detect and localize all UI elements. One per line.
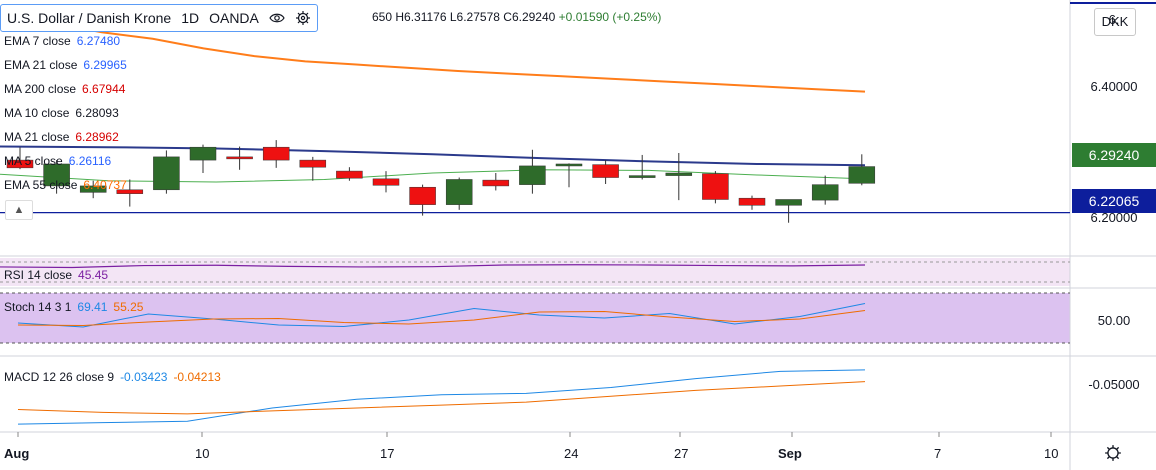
ohlc-readout: 650 H6.31176 L6.27578 C6.29240 +0.01590 … <box>372 10 661 24</box>
current-price-tag: 6.29240 <box>1072 143 1156 167</box>
indicator-label: MA 200 close <box>4 82 77 96</box>
candle-body <box>702 173 729 200</box>
settings-icon[interactable] <box>295 10 311 26</box>
candle-body <box>116 189 144 194</box>
candle-body <box>189 146 217 161</box>
eye-icon[interactable] <box>269 10 285 26</box>
candle-body <box>299 159 327 168</box>
indicator-value: 6.40737 <box>83 178 127 192</box>
horizontal-line-price-tag: 6.22065 <box>1072 189 1156 213</box>
stoch-label: Stoch 14 3 1 <box>4 300 72 314</box>
indicator-row[interactable]: MA 5 close 6.26116 <box>4 154 111 168</box>
ohlc-partial: 650 <box>372 10 393 24</box>
rsi-line <box>0 264 866 269</box>
indicator-label: MA 21 close <box>4 130 70 144</box>
ohlc-low: L6.27578 <box>449 10 500 24</box>
candle-body <box>336 170 363 179</box>
ohlc-change: +0.01590 (+0.25%) <box>558 10 662 24</box>
indicator-label: EMA 55 close <box>4 178 78 192</box>
macd-axis-label: -0.05000 <box>1088 377 1140 392</box>
candle-body <box>409 186 436 205</box>
candle-body <box>519 165 546 185</box>
symbol-title: U.S. Dollar / Danish Krone <box>7 10 172 26</box>
price-axis-label-top: 6.40000 <box>1090 79 1138 94</box>
interval-label: 1D <box>181 10 200 26</box>
stoch-band <box>0 293 1070 343</box>
indicator-label: MA 5 close <box>4 154 63 168</box>
collapse-legend-button[interactable]: ▲ <box>5 200 33 220</box>
candle-body <box>592 164 619 178</box>
indicator-value: 6.26116 <box>68 154 112 168</box>
candle-body <box>482 179 510 187</box>
price-axis-label-bottom: 6.20000 <box>1090 210 1138 225</box>
indicator-row[interactable]: EMA 21 close 6.29965 <box>4 58 127 72</box>
symbol-legend[interactable]: U.S. Dollar / Danish Krone 1D OANDA <box>0 4 318 32</box>
ohlc-high: H6.31176 <box>395 10 447 24</box>
macd-label: MACD 12 26 close 9 <box>4 370 115 384</box>
rsi-label: RSI 14 close <box>4 268 73 282</box>
macd-signal-line <box>17 381 866 415</box>
rsi-legend[interactable]: RSI 14 close 45.45 <box>4 268 108 282</box>
x-label-10b: 10 <box>1044 446 1059 461</box>
chart-settings-icon[interactable] <box>1104 444 1122 462</box>
indicator-value: 6.67944 <box>82 82 126 96</box>
candle-body <box>665 172 693 176</box>
macd-line <box>17 369 866 425</box>
indicator-label: MA 10 close <box>4 106 70 120</box>
stoch-d-line <box>17 310 866 327</box>
candle-body <box>262 146 290 161</box>
x-label-7: 7 <box>934 446 942 461</box>
x-label-24: 24 <box>564 446 579 461</box>
indicator-label: EMA 21 close <box>4 58 78 72</box>
x-label-aug: Aug <box>4 446 30 461</box>
indicator-row[interactable]: MA 21 close 6.28962 <box>4 130 119 144</box>
candle-body <box>153 156 180 191</box>
price-axis-partial-label: 6. <box>1108 12 1120 27</box>
candle-body <box>555 163 583 167</box>
ohlc-close: C6.29240 <box>503 10 556 24</box>
indicator-row[interactable]: MA 10 close 6.28093 <box>4 106 119 120</box>
indicator-value: 6.28093 <box>75 106 119 120</box>
x-label-17: 17 <box>380 446 395 461</box>
indicator-value: 6.27480 <box>76 34 121 48</box>
source-label: OANDA <box>209 10 259 26</box>
candle-body <box>775 199 802 206</box>
x-label-27: 27 <box>674 446 689 461</box>
stoch-axis-label: 50.00 <box>1097 313 1131 328</box>
ema55-line <box>0 11 866 93</box>
candle-body <box>43 163 70 187</box>
candle-body <box>628 175 656 178</box>
macd-legend[interactable]: MACD 12 26 close 9 -0.03423 -0.04213 <box>4 370 221 384</box>
indicator-row[interactable]: EMA 55 close 6.40737 <box>4 178 127 192</box>
indicator-row[interactable]: MA 200 close 6.67944 <box>4 82 125 96</box>
candle-body <box>226 156 253 160</box>
candle-body <box>79 185 107 193</box>
candle-body <box>445 179 473 205</box>
x-label-sep: Sep <box>778 446 802 461</box>
rsi-value: 45.45 <box>78 268 109 282</box>
stoch-d-value: 55.25 <box>113 300 144 314</box>
x-label-10: 10 <box>195 446 210 461</box>
indicator-label: EMA 7 close <box>4 34 71 48</box>
indicator-value: 6.28962 <box>75 130 119 144</box>
candle-body <box>811 184 839 201</box>
indicator-row[interactable]: EMA 7 close 6.27480 <box>4 34 120 48</box>
candle-body <box>848 166 876 184</box>
stoch-legend[interactable]: Stoch 14 3 1 69.41 55.25 <box>4 300 143 314</box>
macd-signal-value: -0.04213 <box>173 370 221 384</box>
candle-body <box>6 159 34 169</box>
candle-body <box>738 197 766 206</box>
stoch-k-line <box>17 303 866 328</box>
macd-value: -0.03423 <box>120 370 168 384</box>
rsi-pane-bg <box>0 258 1070 286</box>
ema21-line <box>0 145 866 167</box>
candle-body <box>372 178 400 186</box>
indicator-value: 6.29965 <box>83 58 127 72</box>
currency-badge[interactable]: DKK <box>1094 8 1136 36</box>
stoch-k-value: 69.41 <box>77 300 108 314</box>
